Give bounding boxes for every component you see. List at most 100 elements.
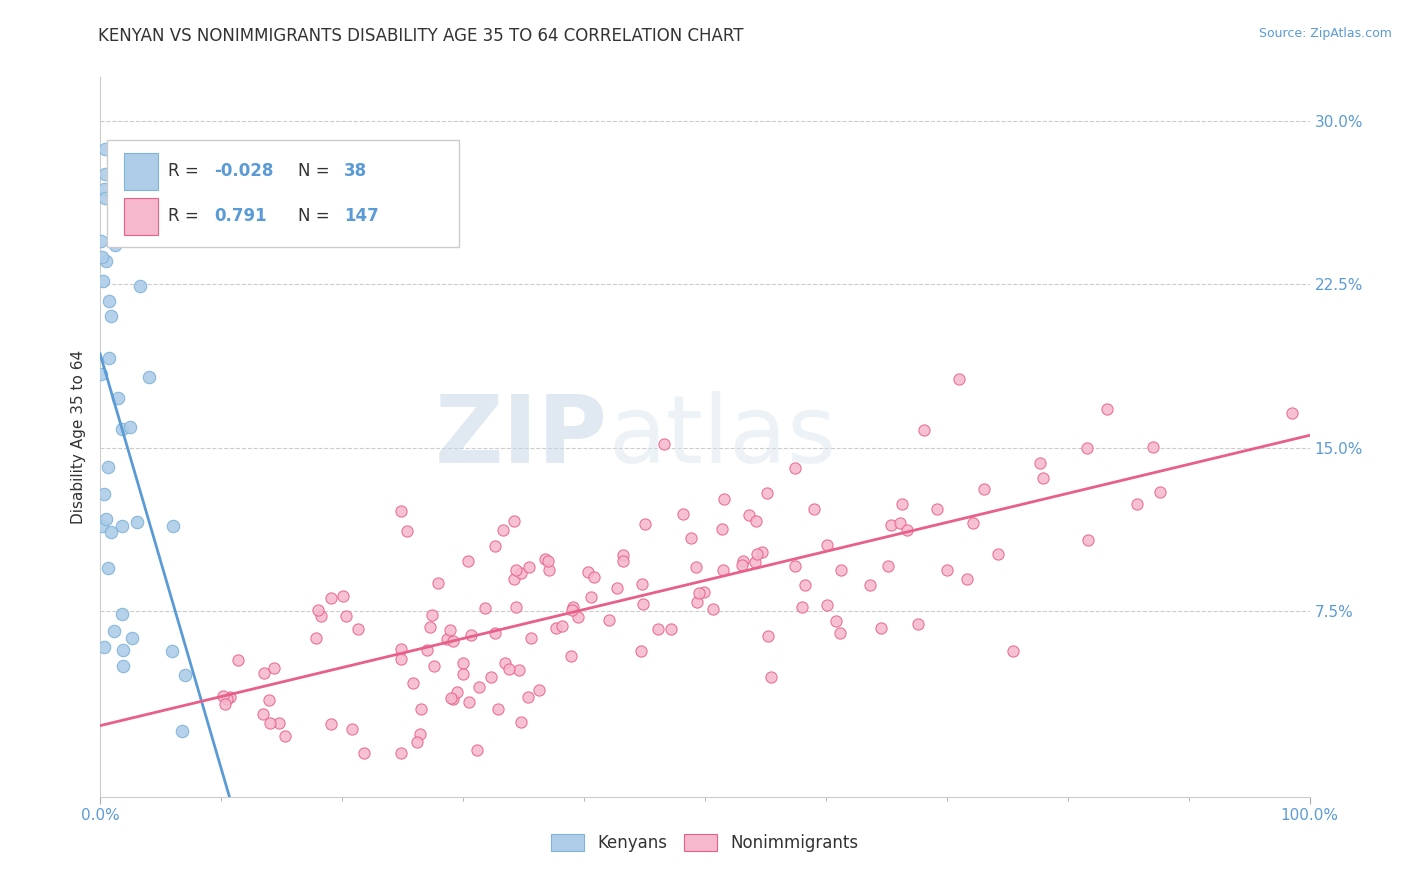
Y-axis label: Disability Age 35 to 64: Disability Age 35 to 64: [72, 350, 86, 524]
Text: -0.028: -0.028: [215, 162, 274, 180]
Point: [97, 459, 120, 474]
Point: [389, 642, 412, 657]
Point: [1149, 484, 1171, 499]
Point: [160, 643, 183, 657]
Point: [484, 539, 506, 553]
Point: [606, 581, 628, 595]
Point: [598, 613, 620, 627]
Point: [103, 624, 125, 638]
Text: KENYAN VS NONIMMIGRANTS DISABILITY AGE 35 TO 64 CORRELATION CHART: KENYAN VS NONIMMIGRANTS DISABILITY AGE 3…: [98, 27, 744, 45]
Point: [877, 558, 900, 573]
Point: [907, 617, 929, 632]
Point: [536, 554, 558, 568]
Point: [755, 485, 778, 500]
Point: [688, 585, 710, 599]
Point: [956, 572, 979, 586]
Point: [510, 715, 533, 730]
Point: [252, 707, 274, 722]
Point: [111, 658, 134, 673]
Point: [440, 691, 463, 706]
Point: [93, 142, 115, 156]
Point: [870, 621, 893, 635]
Point: [1142, 441, 1164, 455]
Point: [631, 597, 654, 611]
Point: [815, 538, 838, 552]
Point: [1032, 470, 1054, 484]
Point: [307, 603, 329, 617]
Point: [342, 722, 364, 736]
Point: [824, 614, 846, 628]
Point: [389, 504, 412, 518]
Point: [90, 518, 112, 533]
Point: [422, 659, 444, 673]
Point: [257, 693, 280, 707]
Point: [711, 563, 734, 577]
Point: [484, 626, 506, 640]
Point: [474, 601, 496, 615]
Point: [132, 202, 155, 217]
Point: [567, 609, 589, 624]
Point: [170, 724, 193, 739]
Point: [263, 661, 285, 675]
Point: [534, 551, 557, 566]
Point: [94, 190, 117, 204]
Point: [90, 250, 112, 264]
Point: [446, 685, 468, 699]
Point: [745, 514, 768, 528]
Point: [503, 572, 526, 586]
Point: [1076, 441, 1098, 455]
Point: [90, 234, 112, 248]
Point: [498, 662, 520, 676]
Text: R =: R =: [169, 162, 204, 180]
Point: [309, 609, 332, 624]
Point: [1126, 497, 1149, 511]
Legend: Kenyans, Nonimmigrants: Kenyans, Nonimmigrants: [543, 825, 868, 860]
Point: [253, 666, 276, 681]
Point: [560, 649, 582, 664]
Point: [508, 663, 530, 677]
Point: [744, 555, 766, 569]
Point: [1002, 644, 1025, 658]
Point: [129, 278, 152, 293]
Point: [520, 631, 543, 645]
Point: [529, 682, 551, 697]
Point: [138, 370, 160, 384]
Point: [561, 603, 583, 617]
Point: [737, 508, 759, 523]
Point: [93, 182, 115, 196]
Point: [274, 730, 297, 744]
Point: [562, 600, 585, 615]
Point: [612, 549, 634, 563]
Point: [389, 652, 412, 666]
Point: [419, 620, 441, 634]
Point: [925, 502, 948, 516]
Point: [94, 512, 117, 526]
Point: [91, 274, 114, 288]
Point: [259, 715, 281, 730]
Point: [503, 514, 526, 528]
Point: [793, 578, 815, 592]
Point: [1095, 401, 1118, 416]
Point: [97, 560, 120, 574]
Point: [681, 531, 703, 545]
Point: [321, 591, 343, 606]
Point: [460, 628, 482, 642]
Point: [111, 607, 134, 622]
Text: Source: ZipAtlas.com: Source: ZipAtlas.com: [1258, 27, 1392, 40]
Point: [815, 598, 838, 612]
Text: 147: 147: [344, 207, 378, 226]
Point: [582, 569, 605, 583]
Point: [441, 634, 464, 648]
Point: [686, 595, 709, 609]
Point: [612, 554, 634, 568]
Point: [889, 516, 911, 530]
Point: [215, 692, 238, 706]
Point: [731, 558, 754, 572]
Point: [731, 553, 754, 567]
Point: [713, 491, 735, 506]
Point: [1029, 457, 1052, 471]
Point: [305, 631, 328, 645]
Point: [672, 507, 695, 521]
Point: [420, 608, 443, 623]
Point: [111, 518, 134, 533]
